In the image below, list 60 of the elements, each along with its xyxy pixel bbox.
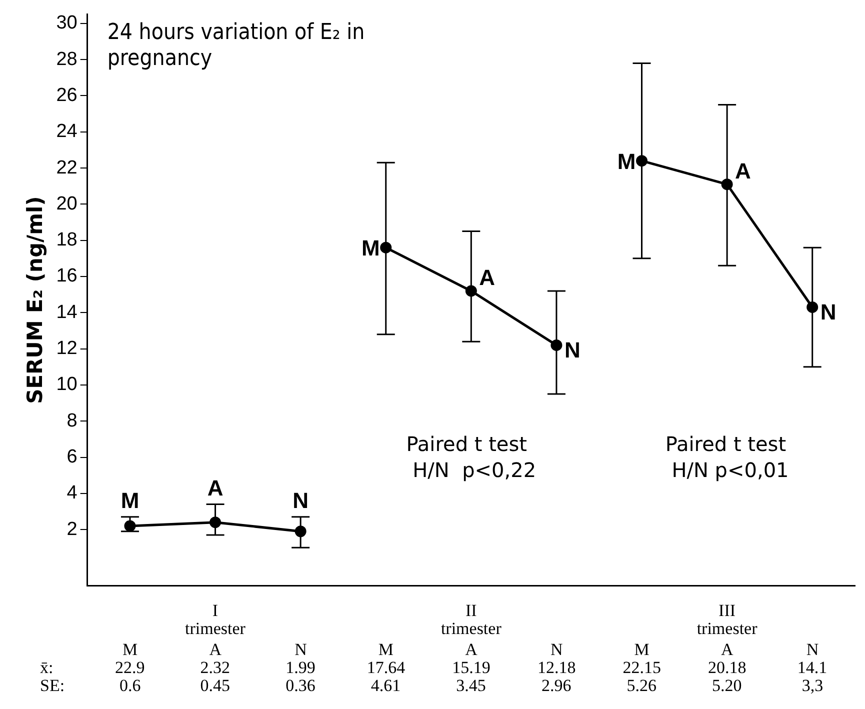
category-label: N: [564, 337, 580, 362]
text: 1.99: [286, 658, 316, 678]
text: III trimester: [696, 601, 758, 638]
y-tick-label: 12: [56, 338, 78, 360]
category-label: A: [479, 265, 496, 290]
y-tick-label: 30: [56, 12, 78, 34]
text: II trimester: [440, 601, 502, 638]
text: 17.64: [366, 658, 406, 678]
y-tick-label: 2: [66, 518, 78, 540]
text: 22.9: [114, 658, 145, 678]
annotation: Paired t test H/N p<0,22: [406, 432, 536, 482]
x-tick-label: M: [378, 640, 394, 660]
x-tick-label: N: [294, 640, 307, 660]
category-label: M: [120, 488, 140, 513]
category-label: N: [820, 299, 836, 324]
x-tick-label: A: [209, 640, 222, 660]
category-label: N: [292, 488, 309, 513]
y-tick-label: 8: [66, 410, 78, 432]
text: 3.45: [456, 676, 486, 696]
y-tick-label: 14: [56, 302, 78, 323]
annotation: Paired t test H/N p<0,01: [665, 432, 789, 482]
text: 15.19: [452, 658, 490, 678]
x-tick-label: M: [634, 640, 650, 660]
text: I trimester: [184, 601, 246, 638]
y-tick-label: 26: [56, 84, 78, 106]
text: 20.18: [708, 658, 746, 678]
text: 22.15: [622, 658, 661, 678]
y-tick-label: 16: [56, 266, 78, 287]
x-tick-label: M: [122, 640, 138, 660]
category-label: M: [362, 236, 380, 261]
text: SE:: [40, 676, 65, 696]
text: 2.32: [200, 658, 230, 678]
text: 3,3: [802, 676, 824, 696]
category-label: A: [207, 475, 224, 500]
text: 14.1: [797, 658, 828, 678]
text: 5.20: [712, 676, 742, 696]
x-tick-label: A: [721, 640, 734, 660]
text: x̄:: [40, 658, 54, 678]
y-tick-label: 6: [66, 446, 78, 468]
text: 4.61: [370, 676, 401, 696]
x-tick-label: N: [806, 640, 819, 660]
text: 0.45: [200, 676, 230, 696]
y-tick-label: 10: [56, 374, 78, 396]
y-tick-label: 22: [56, 157, 78, 178]
y-tick-label: 4: [66, 482, 78, 504]
y-tick-label: 18: [56, 230, 78, 251]
category-label: A: [735, 158, 751, 184]
y-tick-label: 24: [56, 121, 78, 142]
text: 2.96: [541, 676, 572, 696]
x-tick-label: A: [465, 640, 478, 660]
y-axis-title: SERUM E₂ (ng/ml): [23, 196, 48, 404]
text: 24 hours variation of E₂ in pregnancy: [107, 20, 365, 72]
y-tick-label: 28: [56, 48, 78, 70]
text: 5.26: [626, 676, 656, 696]
y-tick-label: 20: [56, 193, 78, 214]
text: 12.18: [537, 658, 576, 678]
x-tick-label: N: [550, 640, 563, 660]
category-label: M: [617, 148, 636, 174]
text: 0.36: [286, 676, 316, 696]
text: 0.6: [119, 676, 141, 696]
